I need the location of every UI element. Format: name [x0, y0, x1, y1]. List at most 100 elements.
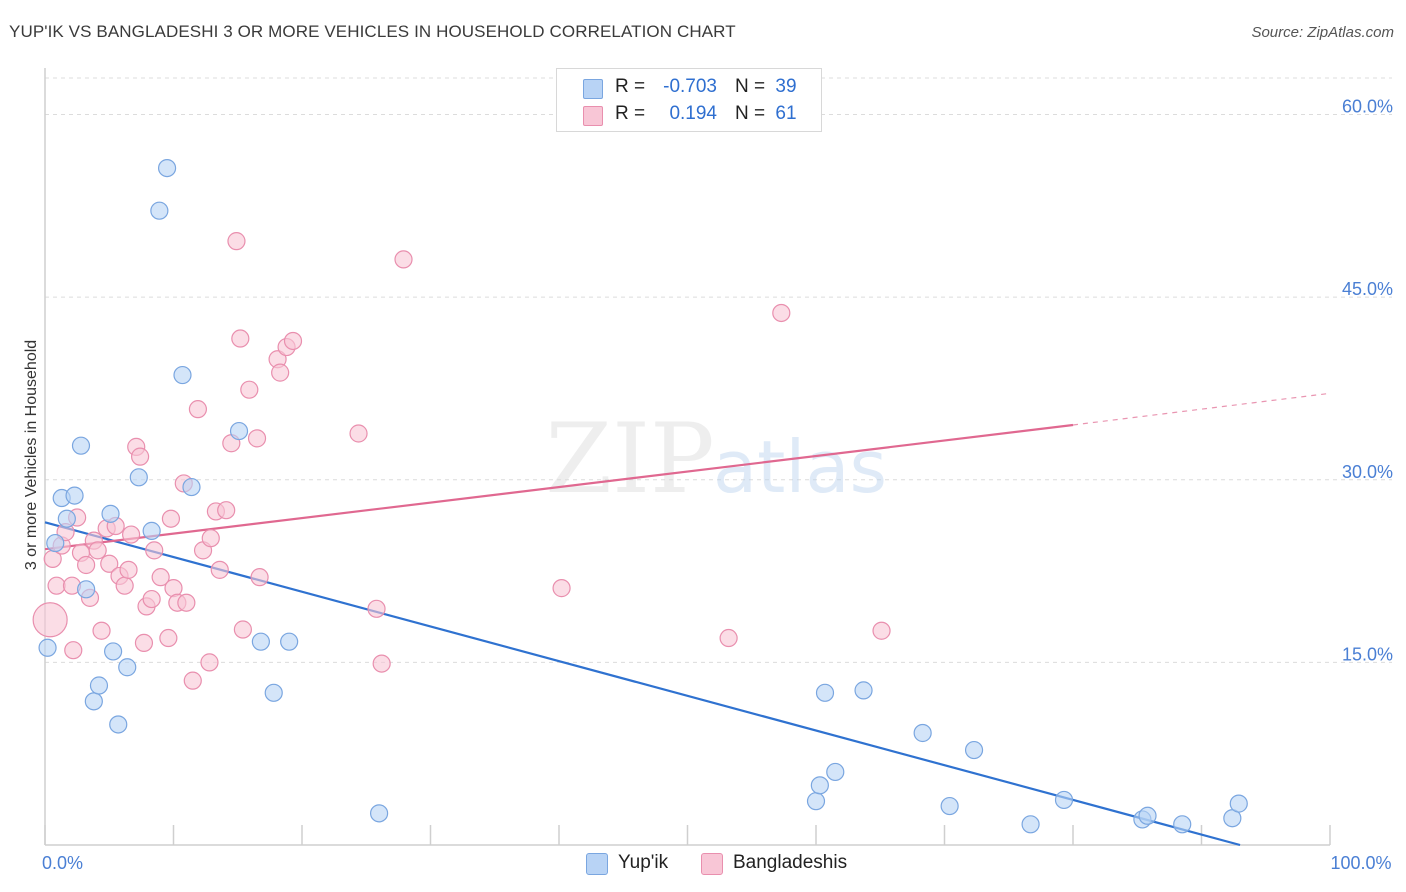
watermark-atlas: atlas: [713, 425, 887, 509]
data-point-yupik: [104, 642, 123, 661]
data-point-yupik: [142, 521, 161, 540]
data-point-bangladeshis: [119, 560, 138, 579]
data-point-yupik: [370, 804, 389, 823]
data-point-bangladeshis: [32, 602, 68, 638]
data-point-yupik: [1021, 815, 1040, 834]
data-point-yupik: [46, 533, 65, 553]
data-point-bangladeshis: [142, 589, 161, 609]
legend-swatch-bangladeshis: [583, 106, 603, 126]
data-point-yupik: [1229, 794, 1248, 813]
chart-source: Source: ZipAtlas.com: [1251, 24, 1394, 41]
legend-swatch-yupik: [583, 79, 603, 99]
trend-line-extension: [1072, 392, 1331, 426]
data-point-bangladeshis: [77, 555, 96, 575]
data-point-bangladeshis: [217, 501, 236, 520]
y-axis-label: 3 or more Vehicles in Household: [23, 340, 40, 570]
data-point-bangladeshis: [719, 628, 738, 648]
trend-line-bangladeshis: [44, 423, 1074, 551]
data-point-bangladeshis: [367, 599, 386, 618]
watermark-zip: ZIP: [545, 403, 714, 515]
data-point-yupik: [264, 683, 283, 702]
legend-r-label: R =: [615, 76, 646, 97]
legend-row-bangladeshis: R = 0.194 N = 61: [557, 100, 821, 128]
data-point-bangladeshis: [130, 447, 150, 466]
x-tick-label: 0.0%: [42, 853, 83, 873]
data-point-bangladeshis: [64, 641, 83, 660]
bottom-legend-swatch-yupik: [586, 853, 608, 875]
y-tick-label: 15.0%: [1342, 644, 1393, 664]
data-point-yupik: [118, 658, 137, 677]
data-point-yupik: [38, 638, 57, 657]
gridlines: [45, 77, 1392, 663]
data-point-yupik: [77, 580, 96, 599]
y-tick-label: 45.0%: [1342, 279, 1393, 299]
data-point-yupik: [65, 486, 84, 505]
tick-labels: 15.0% 30.0% 45.0% 60.0% 0.0% 100.0%: [42, 97, 1393, 873]
data-point-bangladeshis: [372, 654, 391, 673]
data-point-bangladeshis: [92, 621, 111, 640]
data-point-bangladeshis: [161, 509, 181, 528]
legend-n-value: 61: [775, 103, 797, 124]
data-point-bangladeshis: [552, 579, 571, 598]
data-point-bangladeshis: [177, 593, 196, 612]
data-point-bangladeshis: [394, 250, 413, 269]
bottom-legend-label-bangladeshis: Bangladeshis: [733, 852, 848, 873]
data-point-yupik: [964, 740, 984, 760]
data-point-bangladeshis: [231, 329, 250, 348]
data-point-yupik: [101, 504, 120, 523]
y-tick-label: 30.0%: [1342, 462, 1393, 482]
data-point-bangladeshis: [121, 525, 141, 544]
data-point-bangladeshis: [201, 529, 220, 548]
data-point-bangladeshis: [115, 576, 134, 595]
legend-r-value: 0.194: [669, 103, 717, 124]
axes: [44, 68, 1331, 846]
data-point-yupik: [173, 365, 192, 385]
data-point-bangladeshis: [283, 331, 303, 351]
data-point-yupik: [89, 676, 109, 695]
data-point-bangladeshis: [772, 303, 791, 323]
data-point-bangladeshis: [227, 232, 246, 251]
data-point-bangladeshis: [100, 554, 119, 573]
data-point-yupik: [157, 158, 177, 178]
chart-title: YUP'IK VS BANGLADESHI 3 OR MORE VEHICLES…: [9, 22, 736, 41]
data-point-yupik: [826, 762, 845, 782]
data-point-yupik: [815, 683, 835, 702]
data-point-bangladeshis: [200, 653, 219, 672]
data-point-yupik: [109, 715, 128, 734]
data-point-yupik: [280, 632, 299, 651]
data-point-yupik: [810, 776, 829, 795]
legend-r-label: R =: [615, 103, 646, 124]
data-point-yupik: [71, 436, 91, 455]
stats-legend: R = -0.703 N = 39 R = 0.194 N = 61: [556, 68, 822, 132]
legend-n-value: 39: [775, 76, 797, 97]
data-point-yupik: [854, 681, 873, 700]
trend-line-yupik: [44, 521, 1241, 847]
data-point-bangladeshis: [145, 541, 164, 560]
data-point-yupik: [57, 509, 76, 528]
data-point-yupik: [84, 692, 103, 711]
data-point-bangladeshis: [134, 633, 154, 653]
bottom-legend-swatch-bangladeshis: [701, 853, 723, 875]
trend-lines: [44, 392, 1331, 847]
data-point-bangladeshis: [47, 576, 66, 595]
data-point-yupik: [1173, 815, 1192, 834]
data-point-yupik: [1054, 790, 1074, 810]
data-point-bangladeshis: [88, 541, 107, 560]
data-point-yupik: [806, 792, 826, 811]
legend-n-label: N =: [735, 103, 766, 124]
data-point-bangladeshis: [233, 620, 252, 639]
data-point-yupik: [229, 421, 249, 441]
watermark: ZIP atlas: [545, 403, 887, 515]
bottom-legend-label-yupik: Yup'ik: [618, 852, 669, 873]
data-point-yupik: [251, 632, 270, 651]
data-point-bangladeshis: [151, 568, 170, 587]
data-point-yupik: [940, 796, 959, 816]
legend-n-label: N =: [735, 76, 766, 97]
x-tick-label: 100.0%: [1330, 853, 1391, 873]
data-point-bangladeshis: [349, 424, 368, 443]
data-points: [32, 158, 1248, 834]
data-point-bangladeshis: [247, 429, 267, 448]
data-point-bangladeshis: [250, 568, 269, 587]
data-point-yupik: [129, 468, 148, 487]
